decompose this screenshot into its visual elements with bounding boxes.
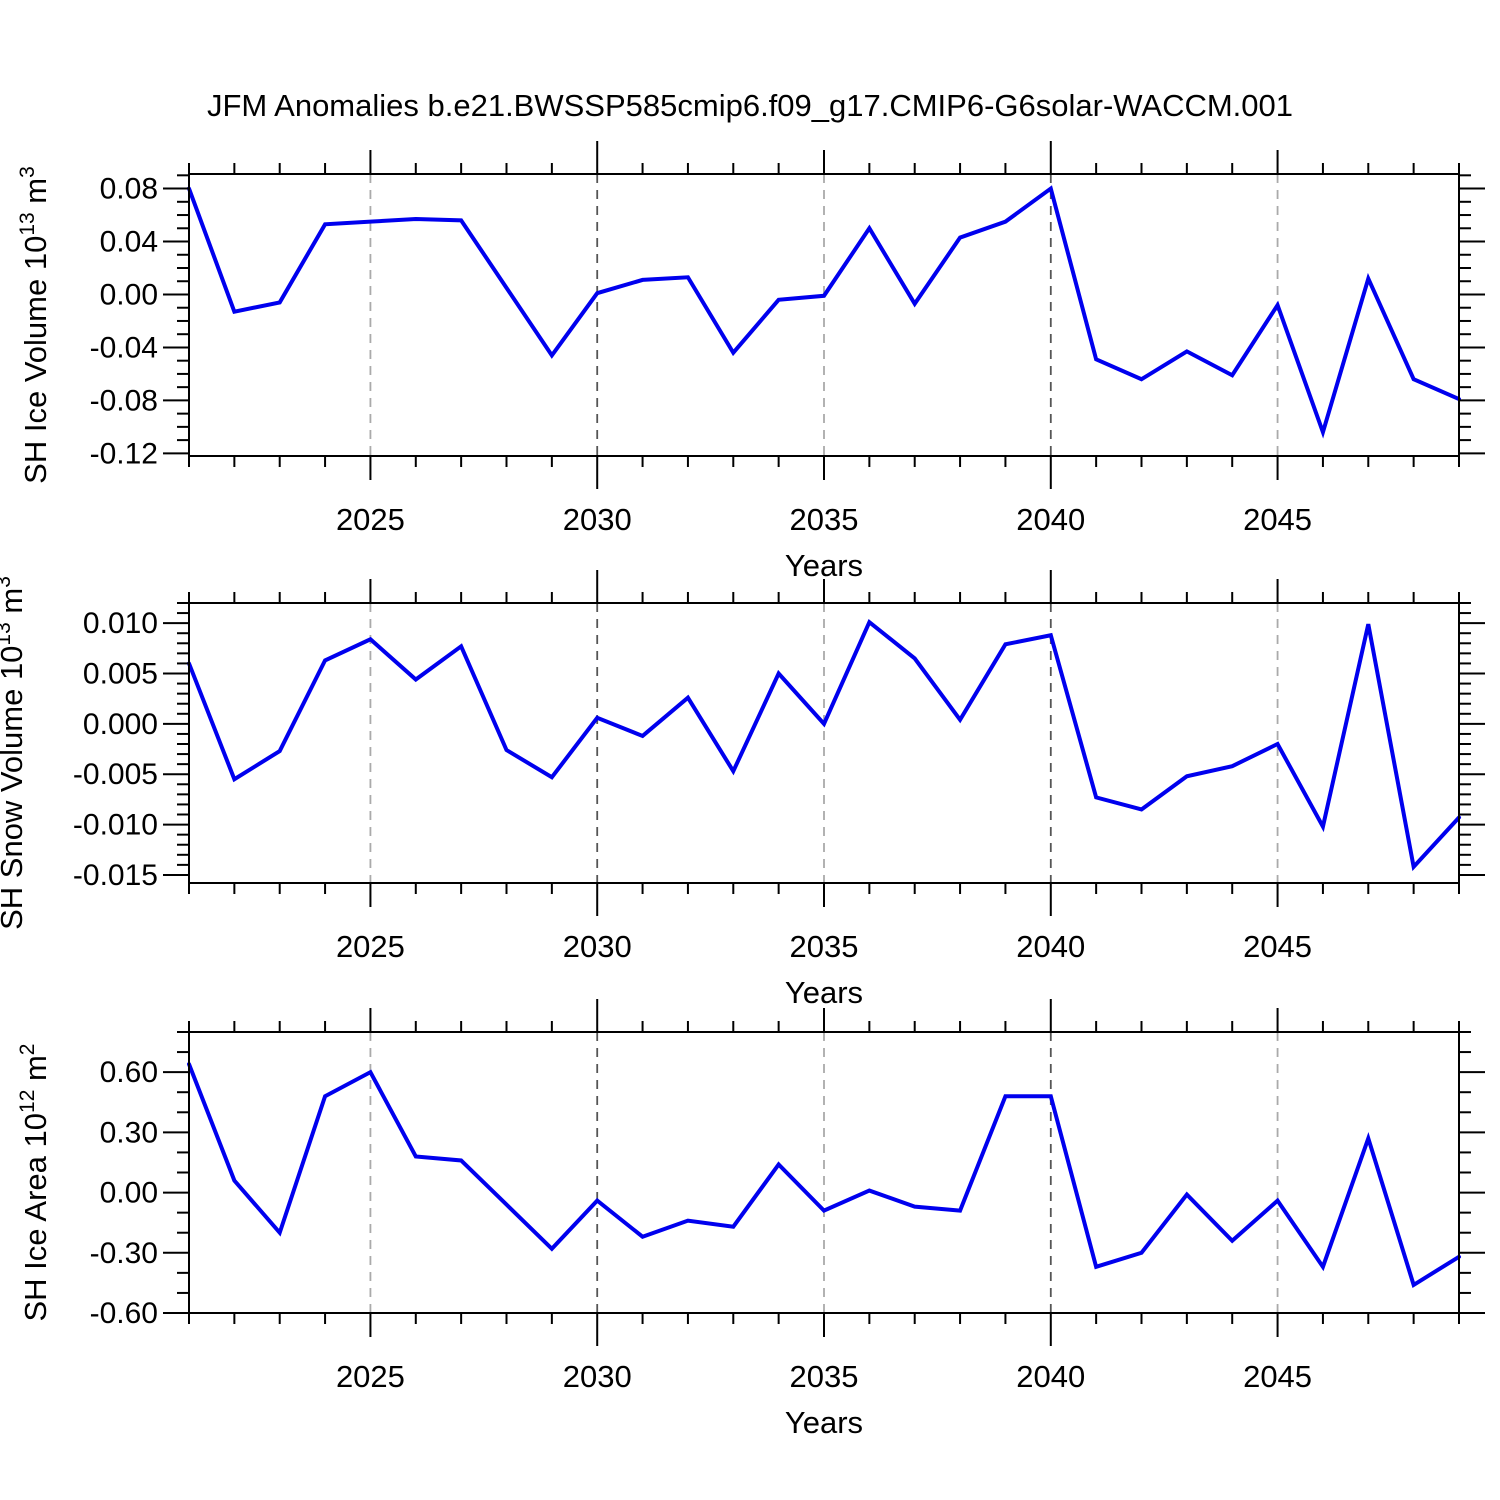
sh-ice-area-panel: 0.60 0.30 0.00 -0.30 -0.60 2025 2030 2035 2040 20… (16, 999, 1485, 1440)
x-axis-title: Years (785, 1405, 863, 1440)
x-tick-label: 2030 (563, 1359, 632, 1394)
sh-snow-volume-panel: 0.010 0.005 0.000 -0.005 -0.010 -0.015 2025 203… (0, 570, 1485, 1010)
sh-ice-volume-panel: 0.08 0.04 0.00 -0.04 -0.08 -0.12 2025 2030 2035 2… (16, 141, 1485, 583)
x-tick-label: 2030 (563, 929, 632, 964)
x-axis-title: Years (785, 548, 863, 583)
y-tick-label: 0.00 (100, 1177, 158, 1210)
y-tick-label: -0.010 (73, 809, 158, 842)
x-tick-label: 2030 (563, 502, 632, 537)
y-tick-label: -0.30 (90, 1237, 158, 1270)
plot-border (188, 1031, 1460, 1314)
y-axis-title: SH Snow Volume 1013 m3 (0, 576, 29, 930)
y-tick-label: -0.015 (73, 859, 158, 892)
x-tick-label: 2035 (790, 502, 859, 537)
y-tick-label: 0.00 (100, 278, 158, 311)
x-tick-label: 2045 (1243, 502, 1312, 537)
y-tick-label: -0.005 (73, 758, 158, 791)
x-axis-title: Years (785, 975, 863, 1010)
sh-ice-area-series-line (187, 1062, 1461, 1288)
y-tick-label: -0.12 (90, 437, 158, 470)
x-tick-label: 2025 (336, 929, 405, 964)
y-tick-label: 0.04 (100, 226, 158, 259)
x-tick-label: 2040 (1016, 929, 1085, 964)
y-tick-label: 0.010 (83, 607, 158, 640)
y-tick-label: -0.08 (90, 384, 158, 417)
y-tick-label: -0.04 (90, 331, 158, 364)
x-tick-label: 2035 (790, 929, 859, 964)
x-tick-label: 2025 (336, 502, 405, 537)
x-tick-label: 2040 (1016, 1359, 1085, 1394)
x-tick-label: 2045 (1243, 929, 1312, 964)
y-tick-label: 0.08 (100, 173, 158, 206)
sh-ice-volume-series-line (187, 185, 1461, 439)
x-tick-label: 2025 (336, 1359, 405, 1394)
y-tick-label: 0.30 (100, 1116, 158, 1149)
y-tick-label: 0.60 (100, 1056, 158, 1089)
chart-title: JFM Anomalies b.e21.BWSSP585cmip6.f09_g1… (206, 88, 1293, 123)
y-tick-label: 0.000 (83, 708, 158, 741)
x-tick-label: 2040 (1016, 502, 1085, 537)
y-tick-label: -0.60 (90, 1297, 158, 1330)
x-tick-label: 2035 (790, 1359, 859, 1394)
x-tick-label: 2045 (1243, 1359, 1312, 1394)
y-axis-title: SH Ice Volume 1013 m3 (16, 166, 53, 484)
y-tick-label: 0.005 (83, 658, 158, 691)
plot-border (188, 173, 1460, 457)
sh-snow-volume-series-line (187, 618, 1461, 872)
y-axis-title: SH Ice Area 1012 m2 (16, 1044, 53, 1322)
